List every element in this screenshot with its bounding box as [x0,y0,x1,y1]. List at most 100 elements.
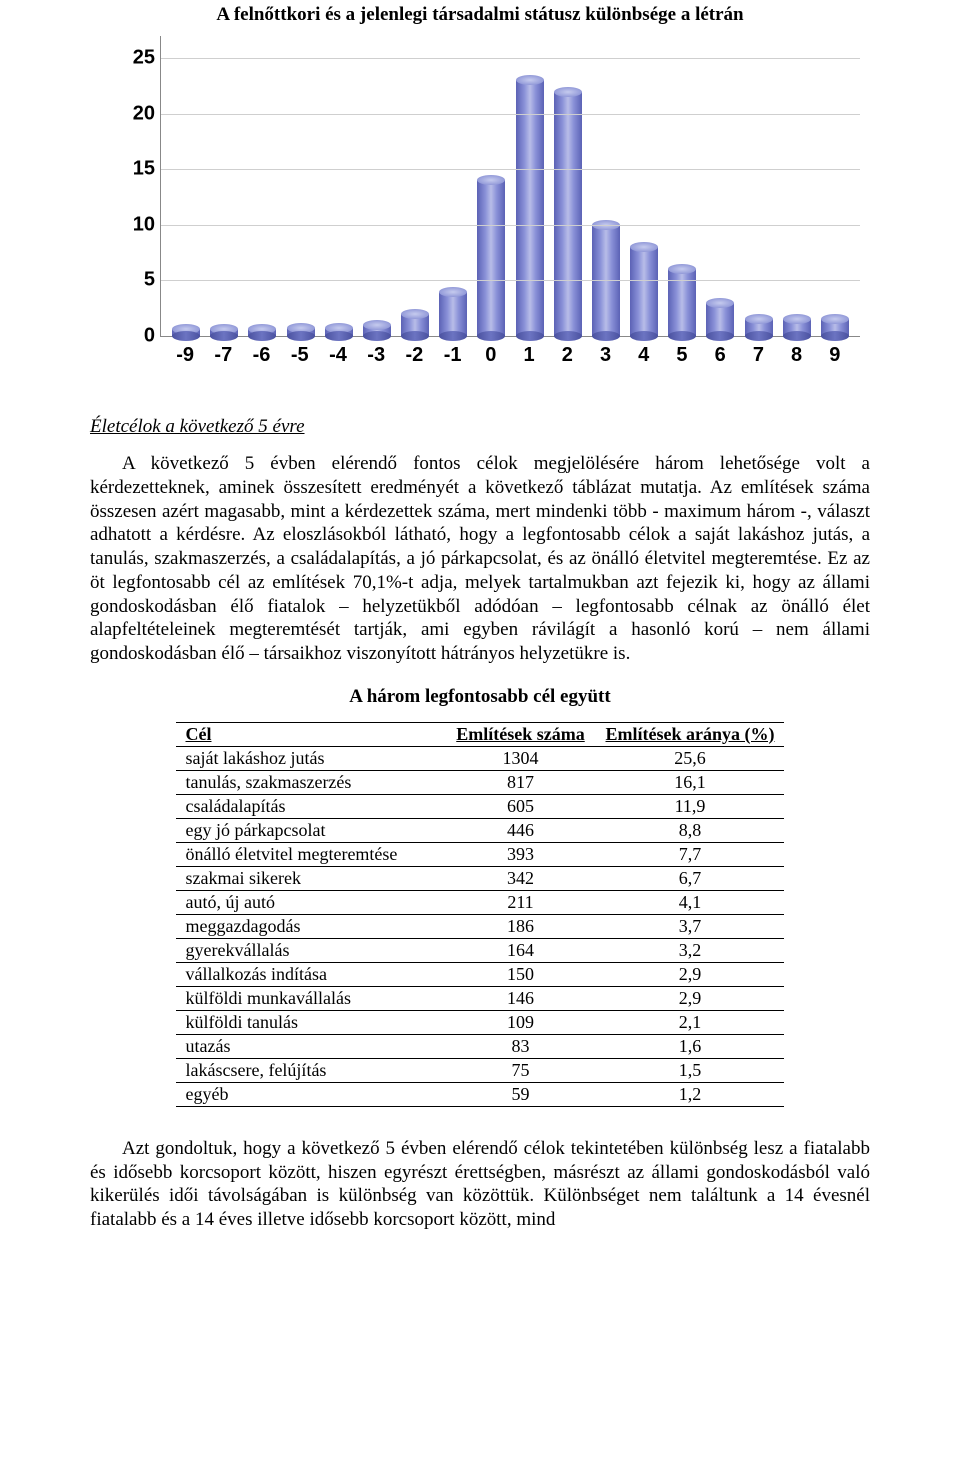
table-row: egy jó párkapcsolat4468,8 [176,818,785,842]
table-row: vállalkozás indítása1502,9 [176,962,785,986]
chart-bar [167,36,205,336]
table-cell: 1304 [446,746,596,770]
table-row: szakmai sikerek3426,7 [176,866,785,890]
table-cell: 2,9 [596,962,785,986]
chart-x-tick: -5 [281,344,319,367]
paragraph-2: Azt gondoltuk, hogy a következő 5 évben … [90,1137,870,1232]
chart-y-tick: 10 [100,213,155,236]
chart-bar [740,36,778,336]
table-cell: 3,2 [596,938,785,962]
table-cell: 393 [446,842,596,866]
table-cell: 11,9 [596,794,785,818]
table-cell: 605 [446,794,596,818]
table-cell: szakmai sikerek [176,866,446,890]
table-row: autó, új autó2114,1 [176,890,785,914]
table-cell: 4,1 [596,890,785,914]
table-row: külföldi munkavállalás1462,9 [176,986,785,1010]
table-cell: 109 [446,1010,596,1034]
table-row: saját lakáshoz jutás130425,6 [176,746,785,770]
table-cell: külföldi tanulás [176,1010,446,1034]
table-row: utazás831,6 [176,1034,785,1058]
chart-x-tick: 0 [472,344,510,367]
table-row: lakáscsere, felújítás751,5 [176,1058,785,1082]
section-heading: Életcélok a következő 5 évre [90,416,870,438]
table-cell: 2,9 [596,986,785,1010]
chart-x-tick: -1 [434,344,472,367]
chart-gridline [161,280,860,281]
table-row: tanulás, szakmaszerzés81716,1 [176,770,785,794]
bar-chart: -9-7-6-5-4-3-2-10123456789 0510152025 [100,36,860,386]
chart-bar [472,36,510,336]
table-cell: 1,6 [596,1034,785,1058]
table-row: önálló életvitel megteremtése3937,7 [176,842,785,866]
table-cell: 7,7 [596,842,785,866]
chart-bar [320,36,358,336]
chart-bar [625,36,663,336]
table-cell: 1,2 [596,1082,785,1106]
table-cell: lakáscsere, felújítás [176,1058,446,1082]
table-header-cell: Cél [176,722,446,746]
table-title: A három legfontosabb cél együtt [90,686,870,708]
table-cell: 6,7 [596,866,785,890]
table-cell: 1,5 [596,1058,785,1082]
goals-table: Cél Említések száma Említések aránya (%)… [176,722,785,1107]
chart-bar [663,36,701,336]
chart-x-tick: 2 [548,344,586,367]
chart-bar [205,36,243,336]
table-cell: 2,1 [596,1010,785,1034]
chart-x-tick: -6 [242,344,280,367]
chart-gridline [161,58,860,59]
table-cell: 164 [446,938,596,962]
chart-bar [358,36,396,336]
table-cell: 446 [446,818,596,842]
chart-bar [701,36,739,336]
table-row: külföldi tanulás1092,1 [176,1010,785,1034]
chart-bar [511,36,549,336]
table-row: családalapítás60511,9 [176,794,785,818]
chart-x-tick: -7 [204,344,242,367]
chart-plot-area [160,36,860,337]
chart-x-tick: 5 [663,344,701,367]
table-cell: 146 [446,986,596,1010]
chart-x-tick: 4 [625,344,663,367]
table-row: meggazdagodás1863,7 [176,914,785,938]
table-cell: 25,6 [596,746,785,770]
table-cell: saját lakáshoz jutás [176,746,446,770]
table-header-row: Cél Említések száma Említések aránya (%) [176,722,785,746]
chart-x-tick: 1 [510,344,548,367]
table-cell: meggazdagodás [176,914,446,938]
chart-y-tick: 15 [100,158,155,181]
chart-title: A felnőttkori és a jelenlegi társadalmi … [90,4,870,26]
chart-bar [816,36,854,336]
table-cell: 59 [446,1082,596,1106]
chart-x-tick: -3 [357,344,395,367]
chart-container: -9-7-6-5-4-3-2-10123456789 0510152025 [100,36,860,386]
chart-bar [282,36,320,336]
table-cell: tanulás, szakmaszerzés [176,770,446,794]
table-cell: gyerekvállalás [176,938,446,962]
table-cell: 150 [446,962,596,986]
chart-y-tick: 5 [100,269,155,292]
table-cell: 211 [446,890,596,914]
table-cell: egyéb [176,1082,446,1106]
chart-gridline [161,114,860,115]
chart-gridline [161,225,860,226]
chart-x-tick: 3 [586,344,624,367]
chart-y-tick: 20 [100,102,155,125]
table-cell: egy jó párkapcsolat [176,818,446,842]
table-cell: 3,7 [596,914,785,938]
chart-gridline [161,169,860,170]
table-row: egyéb591,2 [176,1082,785,1106]
table-cell: önálló életvitel megteremtése [176,842,446,866]
table-row: gyerekvállalás1643,2 [176,938,785,962]
chart-x-tick: -9 [166,344,204,367]
table-cell: 83 [446,1034,596,1058]
table-cell: 75 [446,1058,596,1082]
chart-bar [778,36,816,336]
table-cell: 817 [446,770,596,794]
chart-bars [161,36,860,336]
table-cell: 186 [446,914,596,938]
chart-bar [434,36,472,336]
table-header-cell: Említések aránya (%) [596,722,785,746]
table-cell: vállalkozás indítása [176,962,446,986]
